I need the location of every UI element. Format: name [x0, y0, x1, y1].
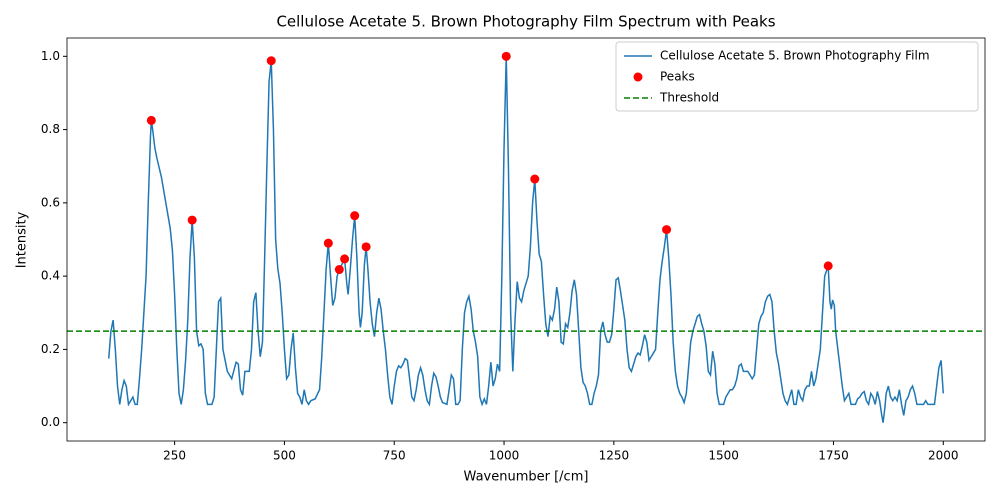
y-tick-label: 0.8 [41, 122, 60, 136]
y-tick-label: 1.0 [41, 49, 60, 63]
legend-marker [633, 72, 643, 82]
x-tick-label: 250 [163, 449, 186, 463]
x-tick-label: 2000 [928, 449, 959, 463]
peak-point [334, 265, 344, 275]
x-tick-label: 750 [383, 449, 406, 463]
y-tick-label: 0.0 [41, 415, 60, 429]
x-axis-label: Wavenumber [/cm] [464, 470, 589, 485]
peak-point [266, 56, 276, 66]
peak-point [823, 261, 833, 271]
legend-label: Threshold [659, 91, 719, 105]
x-tick-label: 1000 [489, 449, 520, 463]
peak-point [361, 242, 371, 252]
x-tick-label: 1500 [708, 449, 739, 463]
peak-point [350, 211, 360, 221]
legend-label: Cellulose Acetate 5. Brown Photography F… [660, 49, 930, 63]
peak-point [530, 174, 540, 184]
y-tick-label: 0.2 [41, 342, 60, 356]
peak-point [146, 115, 156, 125]
y-tick-label: 0.4 [41, 269, 60, 283]
spectrum-line [107, 56, 945, 423]
y-tick-label: 0.6 [41, 195, 60, 209]
legend-box [615, 41, 979, 112]
x-tick-label: 1250 [599, 449, 630, 463]
x-tick-label: 1750 [818, 449, 849, 463]
peak-point [323, 238, 333, 248]
chart-title: Cellulose Acetate 5. Brown Photography F… [276, 13, 775, 31]
y-axis-label: Intensity [15, 211, 30, 268]
legend-label: Peaks [660, 70, 695, 84]
peak-point [340, 254, 350, 264]
plot-frame [66, 37, 986, 442]
x-tick-label: 500 [273, 449, 296, 463]
peak-point [187, 215, 197, 225]
peak-point [662, 225, 672, 235]
peak-point [501, 51, 511, 61]
